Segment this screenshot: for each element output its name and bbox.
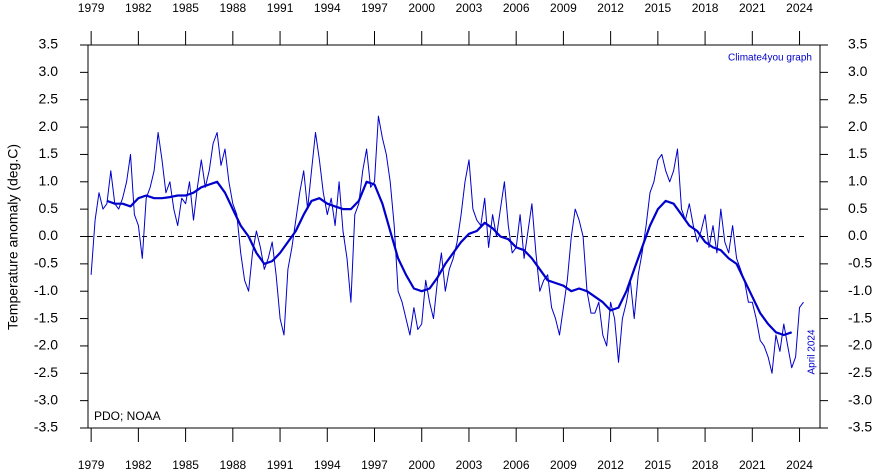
y2-tick-label: 3.0: [848, 63, 868, 79]
y2-tick-label: -3.0: [848, 391, 872, 407]
data-line: [90, 115, 804, 374]
x-tick-label: 1979: [78, 458, 105, 472]
x-top-tick-label: 1994: [314, 1, 341, 15]
x-top-tick-label: 2015: [645, 1, 672, 15]
y-tick-label: -3.5: [34, 419, 58, 435]
last-month-note: April 2024: [807, 329, 818, 374]
y2-tick-label: 3.5: [848, 36, 868, 52]
x-top-tick-label: 1979: [78, 1, 105, 15]
y2-tick-label: -2.0: [848, 337, 872, 353]
x-tick-label: 1985: [172, 458, 199, 472]
data-line: [106, 180, 793, 337]
x-top-tick-label: 1991: [267, 1, 294, 15]
y-tick-label: 3.0: [39, 63, 59, 79]
x-top-tick-label: 1988: [219, 1, 246, 15]
y-tick-label: -0.5: [34, 255, 58, 271]
y2-tick-label: 1.0: [848, 172, 868, 188]
x-tick-label: 2006: [503, 458, 530, 472]
x-top-tick-label: 2006: [503, 1, 530, 15]
y-tick-label: 2.0: [39, 118, 59, 134]
x-tick-label: 1982: [125, 458, 152, 472]
x-tick-label: 1994: [314, 458, 341, 472]
x-top-tick-label: 2021: [739, 1, 766, 15]
y-tick-label: 2.5: [39, 90, 59, 106]
x-tick-label: 2009: [550, 458, 577, 472]
y-tick-label: -3.0: [34, 391, 58, 407]
x-tick-label: 2000: [408, 458, 435, 472]
x-tick-label: 2003: [456, 458, 483, 472]
y2-tick-label: -2.5: [848, 364, 872, 380]
x-top-tick-label: 2009: [550, 1, 577, 15]
x-tick-label: 2015: [645, 458, 672, 472]
y2-tick-label: 2.0: [848, 118, 868, 134]
y-tick-label: -1.0: [34, 282, 58, 298]
x-top-tick-label: 2003: [456, 1, 483, 15]
x-tick-label: 2012: [597, 458, 624, 472]
y-tick-label: -2.5: [34, 364, 58, 380]
y-tick-label: -2.0: [34, 337, 58, 353]
x-tick-label: 2018: [692, 458, 719, 472]
y2-tick-label: -1.0: [848, 282, 872, 298]
y2-tick-label: -0.5: [848, 255, 872, 271]
y2-tick-label: -1.5: [848, 309, 872, 325]
y-tick-label: 0.0: [39, 227, 59, 243]
x-top-tick-label: 2012: [597, 1, 624, 15]
x-top-tick-label: 1985: [172, 1, 199, 15]
x-top-tick-label: 2024: [786, 1, 813, 15]
y-tick-label: 1.0: [39, 172, 59, 188]
y-tick-label: 0.5: [39, 200, 59, 216]
y2-tick-label: 2.5: [848, 90, 868, 106]
y2-tick-label: 0.0: [848, 227, 868, 243]
y2-tick-label: 0.5: [848, 200, 868, 216]
y2-tick-label: -3.5: [848, 419, 872, 435]
x-top-tick-label: 2018: [692, 1, 719, 15]
y-tick-label: -1.5: [34, 309, 58, 325]
x-tick-label: 2024: [786, 458, 813, 472]
y-axis-label: Temperature anomaly (deg.C): [5, 144, 21, 330]
x-tick-label: 1997: [361, 458, 388, 472]
x-tick-label: 1988: [219, 458, 246, 472]
credit: Climate4you graph: [728, 53, 812, 64]
x-top-tick-label: 1982: [125, 1, 152, 15]
x-top-tick-label: 1997: [361, 1, 388, 15]
x-tick-label: 1991: [267, 458, 294, 472]
x-tick-label: 2021: [739, 458, 766, 472]
y-tick-label: 3.5: [39, 36, 59, 52]
source-note: PDO; NOAA: [94, 409, 161, 423]
x-top-tick-label: 2000: [408, 1, 435, 15]
y2-tick-label: 1.5: [848, 145, 868, 161]
y-tick-label: 1.5: [39, 145, 59, 161]
